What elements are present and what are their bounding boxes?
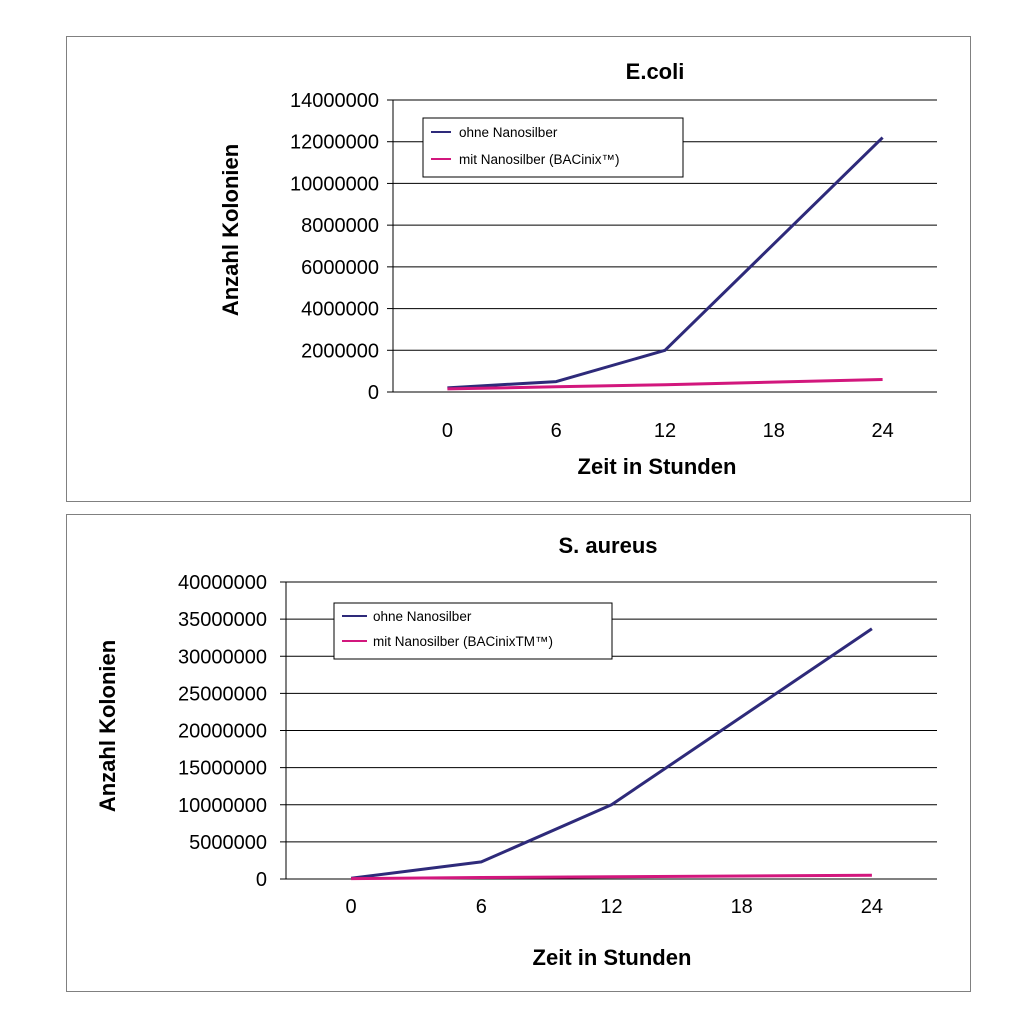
legend-label-ohne: ohne Nanosilber — [459, 125, 558, 140]
y-tick-label: 5000000 — [189, 832, 267, 854]
x-tick-label: 24 — [861, 896, 883, 918]
y-tick-label: 15000000 — [178, 758, 267, 780]
legend: ohne Nanosilber mit Nanosilber (BACinixT… — [333, 602, 613, 660]
chart-title: E.coli — [626, 59, 685, 84]
y-axis-label: Anzahl Kolonien — [95, 640, 120, 812]
y-tick-label: 0 — [368, 382, 379, 404]
chart-ecoli: E.coli Zeit in Stunden Anzahl Kolonien 0… — [218, 59, 937, 479]
series-line-mit-nanosilber — [351, 873, 872, 881]
y-tick-label: 35000000 — [178, 609, 267, 631]
y-tick-label: 10000000 — [290, 173, 379, 195]
y-tick-label: 4000000 — [301, 299, 379, 321]
x-tick-label: 24 — [871, 420, 893, 442]
chart-panel-ecoli: E.coli Zeit in Stunden Anzahl Kolonien 0… — [66, 36, 971, 502]
x-tick-label: 18 — [731, 896, 753, 918]
y-tick-label: 10000000 — [178, 795, 267, 817]
y-tick-label: 12000000 — [290, 132, 379, 154]
y-tick-label: 0 — [256, 869, 267, 891]
y-tick-label: 2000000 — [301, 340, 379, 362]
x-axis-label: Zeit in Stunden — [578, 454, 737, 479]
series-line-ohne-nanosilber — [350, 627, 873, 880]
series-line-ohne-nanosilber — [447, 136, 884, 390]
y-tick-label: 30000000 — [178, 646, 267, 668]
chart-saureus: S. aureus Zeit in Stunden Anzahl Kolonie… — [95, 533, 937, 970]
x-tick-label: 0 — [442, 420, 453, 442]
legend-label-ohne: ohne Nanosilber — [373, 609, 472, 624]
legend-label-mit: mit Nanosilber (BACinix™) — [459, 152, 620, 167]
y-tick-label: 6000000 — [301, 257, 379, 279]
y-axis-label: Anzahl Kolonien — [218, 144, 243, 316]
chart-panel-saureus: S. aureus Zeit in Stunden Anzahl Kolonie… — [66, 514, 971, 992]
series-line-mit-nanosilber — [447, 377, 883, 391]
y-tick-label: 25000000 — [178, 683, 267, 705]
y-tick-label: 14000000 — [290, 90, 379, 112]
legend-box — [422, 117, 684, 178]
x-tick-label: 6 — [476, 896, 487, 918]
x-axis-label: Zeit in Stunden — [533, 945, 692, 970]
x-tick-label: 18 — [763, 420, 785, 442]
legend-label-mit: mit Nanosilber (BACinixTM™) — [373, 634, 553, 649]
y-tick-label: 40000000 — [178, 572, 267, 594]
x-tick-label: 12 — [600, 896, 622, 918]
chart-title: S. aureus — [558, 533, 657, 558]
x-tick-label: 6 — [551, 420, 562, 442]
legend: ohne Nanosilber mit Nanosilber (BACinix™… — [422, 117, 684, 178]
legend-box — [333, 602, 613, 660]
y-tick-label: 8000000 — [301, 215, 379, 237]
y-tick-label: 20000000 — [178, 721, 267, 743]
x-tick-label: 0 — [346, 896, 357, 918]
x-tick-label: 12 — [654, 420, 676, 442]
